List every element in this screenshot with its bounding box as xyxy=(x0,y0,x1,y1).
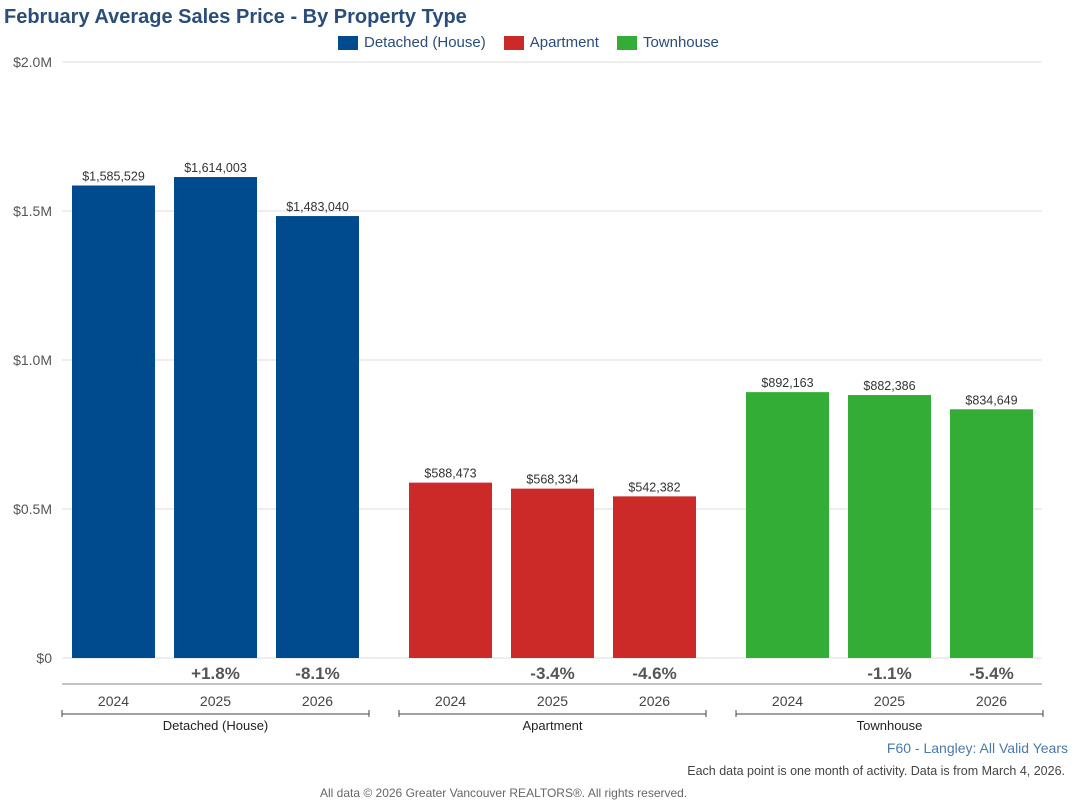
copyright-notice: All data © 2026 Greater Vancouver REALTO… xyxy=(320,786,688,800)
y-tick-label: $0 xyxy=(36,650,52,666)
percent-change-label: +1.8% xyxy=(191,664,240,683)
percent-change-label: -1.1% xyxy=(867,664,911,683)
bar xyxy=(848,395,931,658)
bar xyxy=(409,482,492,658)
chart-title: February Average Sales Price - By Proper… xyxy=(4,6,467,28)
bar-value-label: $568,334 xyxy=(526,473,578,487)
y-tick-label: $1.0M xyxy=(13,352,52,368)
bar-value-label: $1,614,003 xyxy=(184,161,247,175)
percent-change-label: -3.4% xyxy=(530,664,574,683)
x-tick-label: 2025 xyxy=(537,693,568,709)
legend-item-apartment[interactable]: Apartment xyxy=(503,34,599,51)
bar xyxy=(613,496,696,658)
legend-label-townhouse: Townhouse xyxy=(642,34,719,51)
bar xyxy=(950,409,1033,658)
bar-value-label: $1,483,040 xyxy=(286,200,349,214)
x-tick-label: 2026 xyxy=(302,693,333,709)
legend-item-detached[interactable]: Detached (House) xyxy=(338,34,486,51)
bar xyxy=(276,216,359,658)
percent-change-label: -8.1% xyxy=(295,664,339,683)
group-label: Apartment xyxy=(523,718,583,733)
y-tick-label: $2.0M xyxy=(13,54,52,70)
x-tick-label: 2024 xyxy=(98,693,129,709)
bar-value-label: $542,382 xyxy=(628,480,680,494)
y-tick-label: $0.5M xyxy=(13,501,52,517)
percent-change-label: -4.6% xyxy=(632,664,676,683)
bar xyxy=(511,488,594,658)
source-label: F60 - Langley: All Valid Years xyxy=(886,740,1068,756)
y-tick-label: $1.5M xyxy=(13,203,52,219)
bar-value-label: $834,649 xyxy=(965,393,1017,407)
data-note: Each data point is one month of activity… xyxy=(687,764,1065,778)
legend-swatch-townhouse xyxy=(616,35,637,50)
x-tick-label: 2026 xyxy=(639,693,670,709)
x-tick-label: 2024 xyxy=(772,693,803,709)
legend-label-apartment: Apartment xyxy=(529,34,599,51)
legend: Detached (House) Apartment Townhouse xyxy=(338,34,719,51)
group-label: Townhouse xyxy=(857,718,923,733)
percent-change-label: -5.4% xyxy=(969,664,1013,683)
x-tick-label: 2026 xyxy=(976,693,1007,709)
legend-label-detached: Detached (House) xyxy=(364,34,486,51)
bar-value-label: $1,585,529 xyxy=(82,170,145,184)
bar-value-label: $588,473 xyxy=(424,467,476,481)
x-tick-label: 2024 xyxy=(435,693,466,709)
bar xyxy=(72,185,155,658)
group-label: Detached (House) xyxy=(163,718,269,733)
legend-item-townhouse[interactable]: Townhouse xyxy=(616,34,719,51)
bar-value-label: $882,386 xyxy=(863,379,915,393)
bar-value-label: $892,163 xyxy=(761,376,813,390)
x-tick-label: 2025 xyxy=(874,693,905,709)
bar xyxy=(174,177,257,658)
legend-swatch-apartment xyxy=(503,35,524,50)
legend-swatch-detached xyxy=(338,35,358,50)
x-tick-label: 2025 xyxy=(200,693,231,709)
bar xyxy=(746,392,829,658)
